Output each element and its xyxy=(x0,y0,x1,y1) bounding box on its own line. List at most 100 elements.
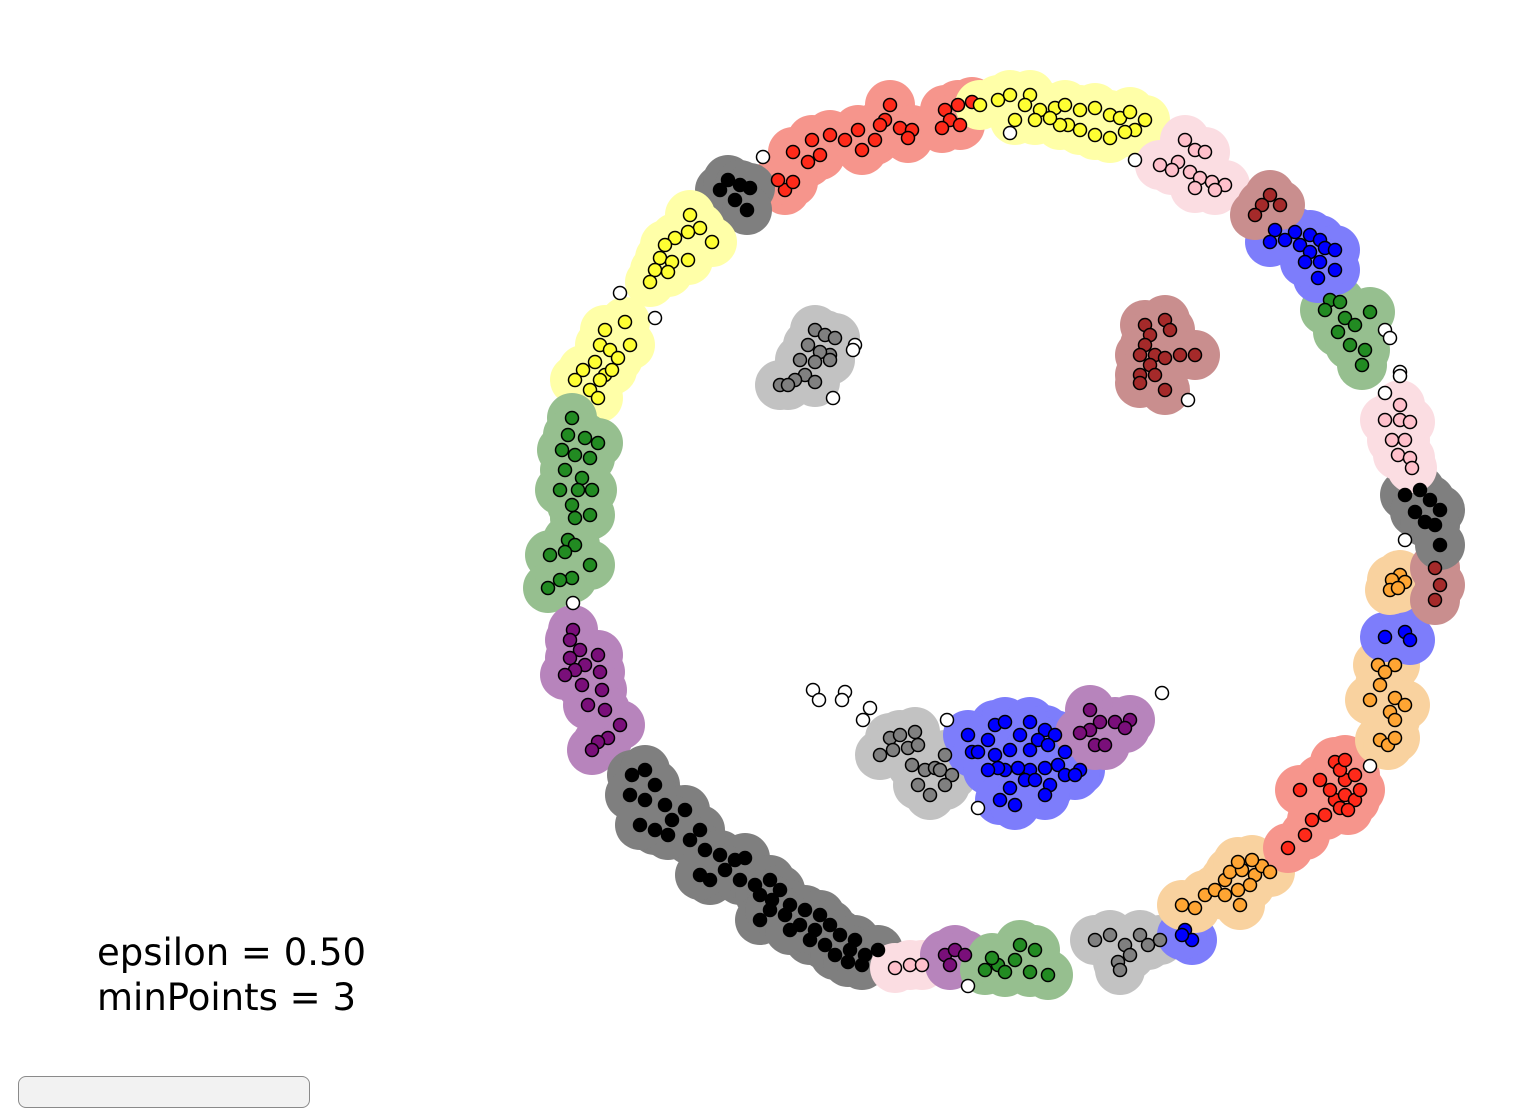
data-point-gray xyxy=(780,377,796,393)
data-point-yellow xyxy=(1137,112,1153,128)
data-point-red xyxy=(952,117,968,133)
data-point-yellow xyxy=(682,207,698,223)
data-point-red xyxy=(950,97,966,113)
data-point-gray xyxy=(944,767,960,783)
data-point-yellow xyxy=(652,250,668,266)
data-point-black xyxy=(637,762,653,778)
data-point-yellow xyxy=(1117,124,1133,140)
data-point-gray xyxy=(904,757,920,773)
data-point-blue xyxy=(1022,742,1038,758)
data-point-gray xyxy=(922,787,938,803)
data-point-pink xyxy=(1402,414,1418,430)
noise-point xyxy=(1382,330,1398,346)
data-point-black xyxy=(1412,482,1428,498)
data-point-blue xyxy=(1327,262,1343,278)
data-point-gray xyxy=(907,724,923,740)
data-point-green xyxy=(557,462,573,478)
data-point-red xyxy=(785,174,801,190)
data-point-yellow xyxy=(610,350,626,366)
data-point-orange xyxy=(1230,854,1246,870)
data-point-gray xyxy=(892,727,908,743)
data-point-black xyxy=(647,777,663,793)
data-point-gray xyxy=(807,354,823,370)
data-point-pink xyxy=(1377,412,1393,428)
noise-point xyxy=(1154,685,1170,701)
data-point-black xyxy=(782,922,798,938)
data-point-black xyxy=(647,822,663,838)
data-point-gray xyxy=(937,777,953,793)
epsilon-label: epsilon = 0.50 xyxy=(97,931,367,974)
data-point-green xyxy=(1012,937,1028,953)
data-point-green xyxy=(997,964,1013,980)
noise-point xyxy=(755,149,771,165)
data-point-purple xyxy=(562,650,578,666)
noise-point xyxy=(960,978,976,994)
data-point-brown xyxy=(1172,347,1188,363)
data-point-red xyxy=(1312,772,1328,788)
data-point-pink xyxy=(1390,447,1406,463)
noise-point xyxy=(939,712,955,728)
data-point-yellow xyxy=(990,92,1006,108)
data-point-brown xyxy=(1254,197,1270,213)
data-point-orange xyxy=(1387,657,1403,673)
data-point-black xyxy=(797,902,813,918)
data-point-green xyxy=(1317,302,1333,318)
data-point-blue xyxy=(1402,632,1418,648)
data-point-yellow xyxy=(660,264,676,280)
data-point-red xyxy=(800,154,816,170)
data-point-black xyxy=(777,907,793,923)
data-point-brown xyxy=(1432,577,1448,593)
data-point-orange xyxy=(1387,690,1403,706)
data-point-brown xyxy=(1132,375,1148,391)
data-point-yellow xyxy=(622,337,638,353)
data-point-green xyxy=(1332,294,1348,310)
data-point-purple xyxy=(1072,725,1088,741)
data-point-pink xyxy=(1207,182,1223,198)
data-point-green xyxy=(574,470,590,486)
data-point-brown xyxy=(1157,350,1173,366)
data-point-yellow xyxy=(1102,130,1118,146)
data-point-gray xyxy=(910,777,926,793)
data-point-red xyxy=(837,132,853,148)
data-point-blue xyxy=(1292,237,1308,253)
cluster-halo-yellow xyxy=(955,70,1170,163)
data-point-black xyxy=(727,192,743,208)
data-point-blue xyxy=(960,727,976,743)
data-point-purple xyxy=(572,642,588,658)
data-point-black xyxy=(624,767,640,783)
data-point-black xyxy=(752,912,768,928)
data-point-black xyxy=(720,172,736,188)
data-point-red xyxy=(1347,767,1363,783)
data-point-blue xyxy=(1057,744,1073,760)
data-point-black xyxy=(854,957,870,973)
data-point-red xyxy=(1304,812,1320,828)
data-point-blue xyxy=(1310,270,1326,286)
noise-point xyxy=(1392,368,1408,384)
data-point-purple xyxy=(942,957,958,973)
noise-point xyxy=(855,712,871,728)
data-point-pink xyxy=(887,960,903,976)
data-point-orange xyxy=(1397,697,1413,713)
data-point-green xyxy=(570,482,586,498)
data-point-green xyxy=(1354,357,1370,373)
data-point-green xyxy=(577,430,593,446)
data-point-orange xyxy=(1187,900,1203,916)
data-point-black xyxy=(832,927,848,943)
data-point-orange xyxy=(1387,712,1403,728)
data-point-purple xyxy=(1097,737,1113,753)
parameter-readout: epsilon = 0.50 minPoints = 3 xyxy=(97,930,366,1020)
data-point-pink xyxy=(1392,397,1408,413)
data-point-yellow xyxy=(604,362,620,378)
data-point-yellow xyxy=(597,322,613,338)
noise-point xyxy=(862,700,878,716)
data-point-brown xyxy=(1272,197,1288,213)
data-point-red xyxy=(1297,827,1313,843)
control-button[interactable] xyxy=(18,1076,310,1108)
data-point-purple xyxy=(1092,714,1108,730)
data-point-yellow xyxy=(1072,102,1088,118)
data-point-black xyxy=(822,917,838,933)
data-point-green xyxy=(1027,942,1043,958)
data-point-purple xyxy=(594,682,610,698)
data-point-green xyxy=(567,510,583,526)
data-point-gray xyxy=(792,352,808,368)
